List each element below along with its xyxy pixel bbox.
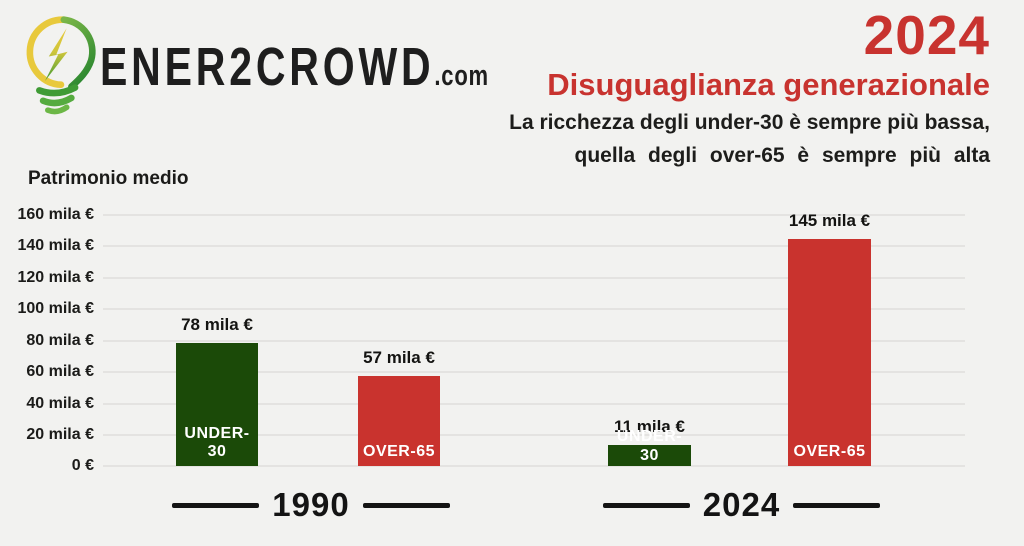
- dash-left: [172, 502, 260, 508]
- bar-2024-under30: UNDER-30: [608, 428, 691, 466]
- x-group-label: 2024: [702, 486, 781, 523]
- x-group-2024: 2024: [598, 484, 885, 526]
- bar-value-label: 57 mila €: [363, 348, 435, 367]
- subtitle-line-1: La ricchezza degli under-30 è sempre più…: [509, 111, 990, 134]
- gridline-40: [103, 403, 965, 405]
- gridline-80: [103, 340, 965, 342]
- dash-left: [602, 502, 690, 508]
- bar-value-label: 78 mila €: [181, 315, 253, 334]
- brand-tld: .com: [434, 60, 489, 92]
- bar-value-label: 145 mila €: [788, 211, 871, 230]
- bar-category-label: UNDER-30: [616, 428, 683, 464]
- page-title: Disuguaglianza generazionale: [547, 67, 990, 102]
- y-tick-label: 40 mila €: [26, 395, 94, 412]
- y-tick-label: 0 €: [71, 457, 94, 474]
- gridline-100: [103, 308, 965, 310]
- y-tick-label: 80 mila €: [26, 332, 94, 349]
- y-tick-label: 20 mila €: [26, 426, 94, 443]
- dash-right: [362, 502, 450, 508]
- y-tick-label: 100 mila €: [17, 300, 95, 317]
- y-axis-title: Patrimonio medio: [28, 168, 189, 189]
- subtitle-line-2: quella degli over-65 è sempre più alta: [574, 144, 990, 167]
- x-group-label: 1990: [272, 486, 350, 523]
- gridline-160: [103, 214, 965, 216]
- bar-1990-under30: UNDER-30: [176, 343, 258, 466]
- y-tick-label: 160 mila €: [17, 206, 95, 223]
- bar-category-label: OVER-65: [793, 443, 866, 460]
- brand-wordmark: ENER2CROWD.com: [100, 38, 489, 96]
- gridline-60: [103, 371, 965, 373]
- gridline-20: [103, 434, 965, 436]
- lightbulb-leaf-icon: [26, 16, 96, 115]
- bar-2024-over65: OVER-65: [788, 239, 871, 466]
- gridline-0-baseline: [103, 465, 965, 467]
- year-badge: 2024: [863, 4, 990, 66]
- y-tick-label: 140 mila €: [17, 237, 95, 254]
- y-tick-label: 60 mila €: [26, 363, 94, 380]
- dash-right: [793, 502, 881, 508]
- gridline-120: [103, 277, 965, 279]
- x-group-1990: 1990: [166, 484, 456, 526]
- header-titles: 2024 Disuguaglianza generazionale La ric…: [370, 6, 990, 172]
- bar-1990-over65: OVER-65: [358, 376, 440, 466]
- brand-name: ENER2CROWD: [100, 37, 435, 97]
- bar-value-label: 11 mila €: [614, 417, 685, 436]
- bar-category-label: OVER-65: [363, 443, 435, 460]
- y-tick-label: 120 mila €: [17, 269, 95, 286]
- bar-category-label: UNDER-30: [184, 425, 250, 460]
- gridline-140: [103, 245, 965, 247]
